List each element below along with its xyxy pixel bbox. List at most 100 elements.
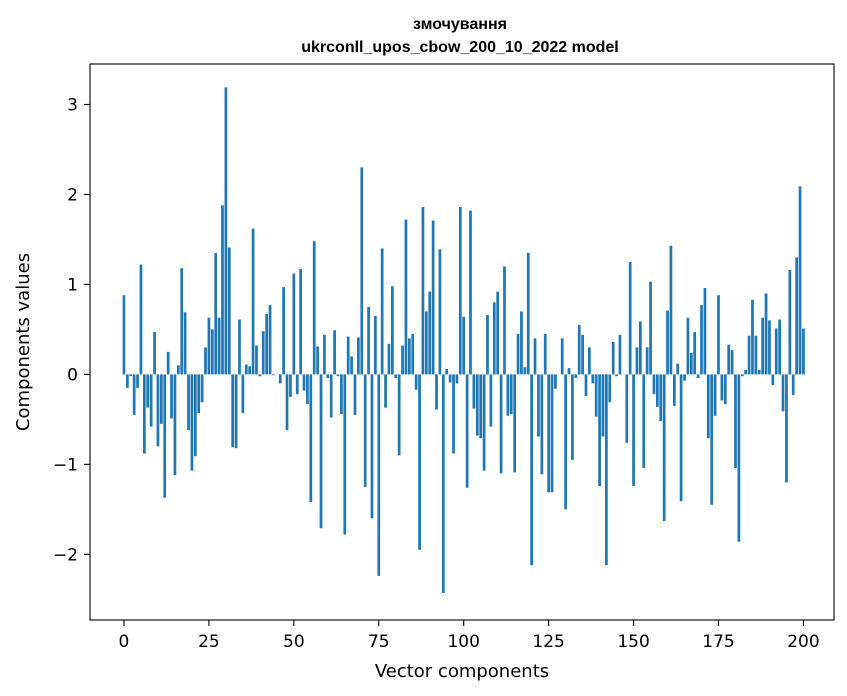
bar [594, 374, 598, 417]
bar [652, 374, 656, 395]
bar [469, 210, 472, 375]
bar [295, 374, 299, 395]
bar [343, 374, 347, 535]
bar [146, 374, 150, 408]
bar [193, 374, 197, 457]
bar [669, 245, 673, 375]
bar [302, 374, 306, 391]
y-axis-label: Components values [13, 253, 34, 431]
bar [581, 334, 584, 375]
bar [214, 252, 218, 375]
bar [149, 374, 153, 427]
bar [472, 374, 476, 409]
bar [479, 374, 483, 439]
bar [217, 317, 221, 375]
bar [723, 374, 727, 405]
bar [516, 333, 520, 375]
bar [734, 374, 737, 468]
bar [798, 186, 802, 375]
bar [136, 374, 139, 388]
bar [764, 293, 768, 375]
bar [560, 338, 564, 375]
bar [258, 374, 262, 377]
bar [397, 374, 401, 456]
bar [238, 319, 241, 375]
bar [639, 321, 642, 375]
bar [306, 374, 309, 405]
bar [747, 335, 751, 375]
bar [129, 374, 133, 377]
bar [666, 310, 669, 375]
x-tick-label: 200 [787, 632, 819, 652]
bar [465, 374, 469, 488]
bar [635, 347, 639, 375]
bar [234, 374, 238, 449]
bar [710, 374, 714, 505]
bar [431, 220, 435, 375]
bar [788, 270, 792, 375]
bar [571, 374, 574, 460]
bar [224, 87, 228, 375]
x-tick-label: 125 [532, 632, 564, 652]
x-axis-label: Vector components [375, 661, 549, 682]
bar [706, 374, 710, 439]
bar [346, 336, 350, 375]
bar [717, 295, 720, 375]
bar [703, 288, 707, 375]
bar [278, 374, 282, 384]
y-tick-label: 1 [67, 275, 78, 295]
bar [207, 317, 211, 375]
bar [679, 374, 683, 502]
bar [435, 374, 438, 410]
x-tick-label: 0 [119, 632, 130, 652]
y-tick-label: 3 [67, 95, 78, 115]
bar [727, 344, 731, 375]
bar [153, 332, 156, 375]
bar [628, 261, 632, 375]
bar [611, 342, 615, 375]
bar [292, 273, 296, 375]
bar [676, 363, 680, 375]
bar [720, 374, 724, 401]
bar [730, 350, 734, 375]
y-tick-label: −1 [53, 455, 78, 475]
bar [513, 374, 517, 473]
bar [227, 247, 231, 375]
bar [689, 352, 693, 375]
bar [333, 330, 336, 375]
bar [244, 364, 248, 375]
bar [357, 337, 360, 375]
bar [584, 374, 588, 396]
y-tick-label: 0 [67, 365, 78, 385]
bar [377, 374, 381, 576]
bar [391, 286, 394, 375]
x-tick-label: 75 [368, 632, 390, 652]
x-tick-label: 100 [447, 632, 479, 652]
bar [350, 356, 353, 375]
bar [754, 335, 758, 375]
bar [567, 368, 571, 375]
bar [394, 374, 398, 378]
bar [180, 268, 184, 375]
bar [713, 374, 717, 416]
bar [251, 228, 255, 375]
plot-frame [89, 63, 835, 621]
bar [190, 374, 194, 471]
x-tick-label: 25 [198, 632, 220, 652]
chart-title-line2: ukrconll_upos_cbow_200_10_2022 model [301, 39, 618, 56]
bar [605, 374, 608, 566]
bar [445, 368, 449, 375]
bar [210, 329, 214, 375]
bar [662, 374, 666, 522]
bar [424, 311, 428, 375]
bar [248, 366, 252, 375]
bar [411, 333, 415, 375]
bar [774, 328, 778, 375]
bar [642, 374, 646, 468]
bar [588, 347, 591, 375]
bar [693, 332, 697, 375]
bar [163, 374, 167, 498]
bar [452, 374, 455, 454]
bar [632, 374, 635, 486]
